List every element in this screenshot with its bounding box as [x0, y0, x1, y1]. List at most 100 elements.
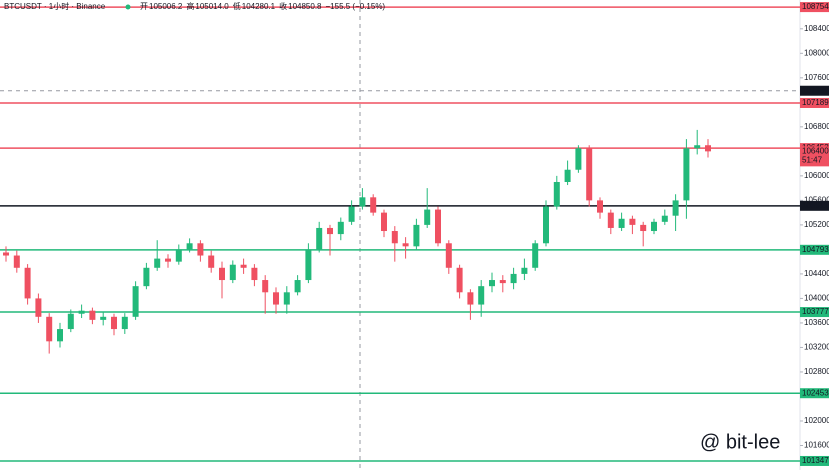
ohlc-legend: 开	[140, 2, 148, 11]
candle-body	[197, 243, 204, 256]
candle-body	[348, 206, 355, 222]
level-label: 103777.5	[802, 307, 829, 316]
candle-body	[456, 267, 463, 293]
level-label-box	[800, 2, 829, 13]
candle-body	[251, 267, 258, 281]
y-tick-label: 103600.0	[804, 318, 829, 327]
candle-body	[273, 292, 279, 305]
candle-body	[564, 169, 571, 182]
candle-body	[683, 148, 690, 201]
candle-body	[121, 316, 128, 330]
candle-body	[402, 243, 409, 247]
crosshair-label: 107389.2	[802, 86, 829, 95]
crosshair-label-box	[800, 85, 829, 96]
candle-body	[143, 267, 150, 287]
level-label-box	[800, 388, 829, 399]
ohlc-legend: 低	[233, 1, 241, 11]
last-price-box	[800, 146, 829, 167]
ohlc-legend: 104850.8	[288, 2, 322, 11]
candle-body	[424, 209, 431, 225]
candle-body	[629, 218, 636, 225]
candle-body	[337, 221, 344, 235]
candle-body	[175, 249, 182, 262]
candle-body	[672, 200, 679, 216]
candle-body	[46, 316, 53, 342]
y-tick-label: 102000.0	[804, 416, 829, 425]
ohlc-legend: −155.5 (−0.15%)	[326, 2, 386, 11]
candle-body	[359, 197, 366, 207]
status-dot	[125, 4, 131, 10]
candle-body	[24, 267, 31, 299]
candle-body	[370, 197, 377, 213]
y-tick-label: 106000.0	[804, 171, 829, 180]
candle-body	[132, 286, 139, 317]
ohlc-legend: 105006.2	[149, 2, 183, 11]
candle-body	[435, 209, 441, 244]
level-label-box	[800, 307, 829, 318]
candle-body	[208, 255, 215, 268]
level-label: 102453.2	[802, 388, 829, 397]
candle-body	[283, 292, 290, 305]
candle-body	[154, 258, 161, 268]
chart-title: BTCUSDT · 1小时 · Binance	[4, 1, 106, 11]
candle-body	[316, 227, 323, 250]
level-label-box	[800, 455, 829, 466]
candle-body	[100, 316, 107, 320]
candle-body	[651, 221, 657, 232]
candle-body	[240, 264, 247, 268]
level-label: 108754.2	[802, 2, 829, 11]
level-label: 101347.4	[802, 456, 829, 465]
candle-body	[78, 310, 85, 314]
y-tick-label: 107600.0	[804, 73, 829, 82]
candle-body	[413, 224, 420, 247]
y-tick-label: 101600.0	[804, 441, 829, 450]
candle-body	[294, 280, 301, 293]
y-tick-label: 103200.0	[804, 343, 829, 352]
candle-body	[499, 280, 506, 284]
candle-body	[111, 316, 117, 330]
candle-body	[186, 243, 193, 250]
candle-body	[381, 212, 387, 232]
candle-body	[391, 231, 398, 244]
y-tick-label: 108000.0	[804, 48, 829, 57]
candle-body	[694, 145, 701, 149]
candle-body	[327, 227, 333, 235]
candle-body	[57, 329, 63, 342]
y-tick-label: 105200.0	[804, 220, 829, 229]
candle-body	[575, 148, 582, 170]
candle-body	[597, 200, 603, 213]
candle-body	[445, 243, 452, 268]
ohlc-legend: 收	[279, 1, 287, 11]
candle-body	[543, 206, 549, 244]
candle-body	[305, 249, 312, 281]
candle-body	[640, 224, 647, 232]
candle-body	[467, 292, 474, 305]
last-price-label: 106400	[802, 146, 829, 155]
y-tick-label: 108400.0	[804, 24, 829, 33]
candle-body	[3, 252, 9, 256]
candle-body	[478, 286, 485, 305]
candle-body	[89, 310, 96, 320]
candle-body	[553, 181, 560, 207]
ohlc-legend: 高	[186, 1, 194, 11]
countdown-label: 51:47	[802, 155, 823, 164]
candle-body	[13, 255, 20, 268]
candle-body	[489, 280, 495, 287]
y-tick-label: 102800.0	[804, 367, 829, 376]
candle-body	[586, 148, 593, 201]
y-tick-label: 104400.0	[804, 269, 829, 278]
candle-body	[165, 258, 171, 262]
candle-body	[521, 267, 528, 274]
level-label: 107189.4	[802, 98, 829, 107]
y-tick-label: 105600.0	[804, 195, 829, 204]
watermark: @ bit-lee	[700, 431, 780, 453]
candle-body	[229, 264, 236, 281]
ohlc-legend: 104280.1	[242, 2, 276, 11]
level-label: 104793.2	[802, 245, 829, 254]
level-label-box	[800, 200, 829, 211]
level-label-box	[800, 97, 829, 108]
y-tick-label: 106800.0	[804, 122, 829, 131]
level-label: 105511.3	[802, 201, 829, 210]
